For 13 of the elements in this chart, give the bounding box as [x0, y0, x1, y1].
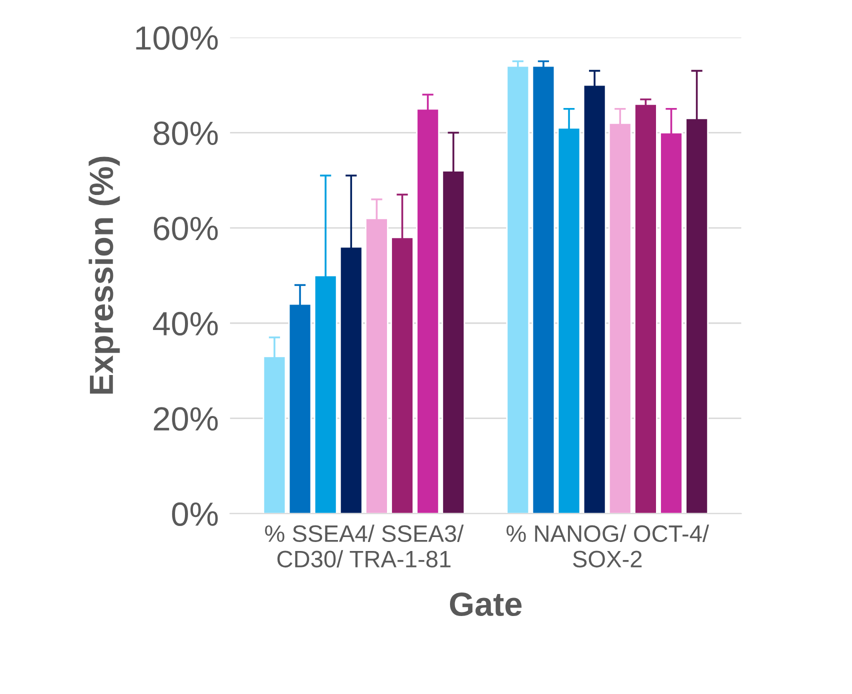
- y-axis-title: Expression (%): [88, 156, 120, 394]
- bar: [532, 65, 556, 514]
- x-axis-title: Gate: [450, 592, 522, 616]
- bar: [506, 65, 530, 514]
- y-tick-label: 80%: [154, 121, 218, 146]
- bar: [634, 103, 658, 514]
- x-tick-label: % SSEA4/ SSEA3/ CD30/ TRA-1-81: [265, 524, 464, 568]
- y-tick-label: 40%: [152, 312, 218, 336]
- x-tick-label: % NANOG/ OCT-4/ SOX-2: [506, 524, 710, 568]
- y-tick-label: 20%: [154, 407, 218, 431]
- y-tick-label: 100%: [136, 26, 218, 50]
- y-tick-label: 0%: [172, 502, 218, 526]
- y-tick-label: 60%: [154, 216, 218, 240]
